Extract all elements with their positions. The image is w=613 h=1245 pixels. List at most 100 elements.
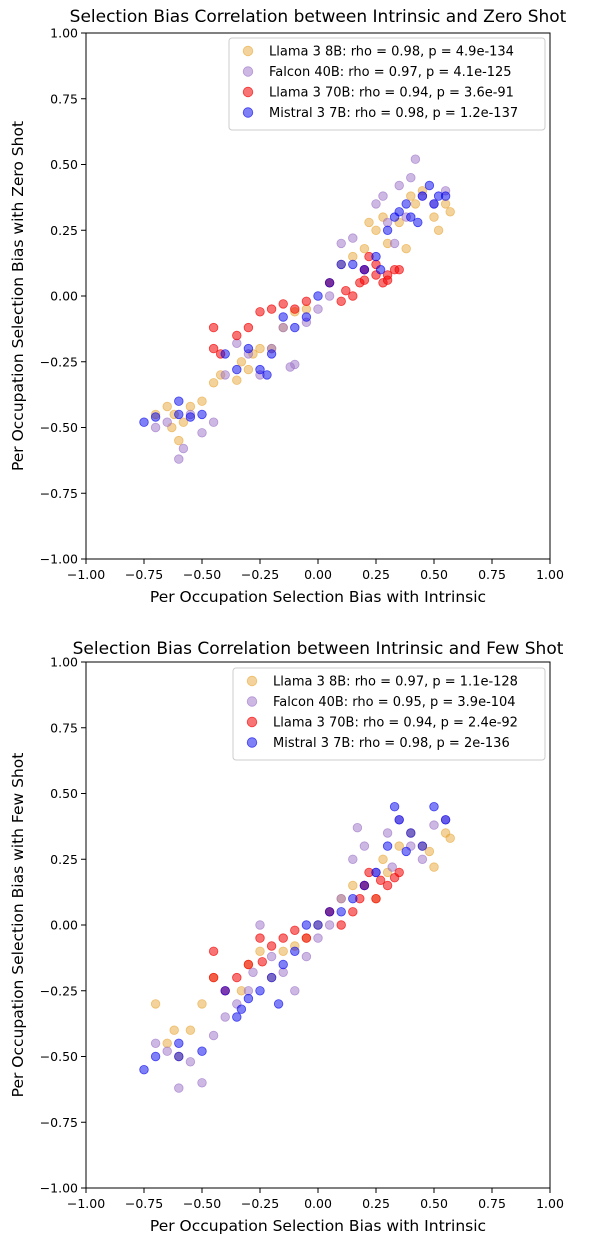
chart-2-point: [162, 1038, 172, 1049]
chart-1-point: [429, 212, 439, 222]
chart-1-point: [440, 199, 451, 209]
chart-1-point: [394, 207, 404, 217]
chart-2-point: [417, 854, 428, 865]
chart-1-legend-label: Llama 3 8B: rho = 0.98, p = 4.9e-134: [269, 45, 514, 60]
chart-2-point: [169, 1025, 179, 1035]
chart-1-series-3: [208, 251, 404, 359]
chart-1-point: [285, 362, 295, 372]
chart-1-ytick-label: −1.00: [40, 552, 78, 567]
chart-2-point: [290, 986, 300, 996]
chart-2-point: [185, 1057, 196, 1067]
chart-2-point: [232, 972, 242, 983]
chart-2-point: [278, 959, 288, 970]
chart-2-point: [220, 1012, 230, 1022]
chart-1-xtick-label: 0.00: [304, 567, 332, 582]
chart-1-ytick-label: 0.50: [50, 157, 78, 172]
chart-2-point: [394, 867, 404, 878]
chart-2-point: [417, 841, 428, 851]
chart-2-xtick-label: 0.25: [362, 1196, 390, 1211]
chart-1-point: [313, 304, 323, 314]
chart-1-point: [185, 401, 196, 412]
chart-2-xtick-label: 0.75: [478, 1196, 506, 1211]
chart-1-point: [348, 233, 358, 243]
chart-1-point: [378, 191, 388, 201]
chart-1-point: [208, 322, 219, 333]
chart-1-point: [174, 409, 184, 420]
chart-1-legend-marker: [242, 45, 254, 57]
chart-1-point: [394, 180, 404, 191]
chart-1-point: [348, 291, 358, 301]
chart-1-point: [364, 217, 374, 228]
chart-1-point: [139, 417, 149, 427]
chart-2-point: [336, 907, 346, 917]
chart-2-point: [248, 967, 258, 978]
chart-1-xtick-label: 1.00: [536, 567, 564, 582]
chart-2-point: [336, 894, 346, 904]
chart-1-ytick-label: 0.75: [50, 91, 78, 106]
chart-1-point: [389, 238, 400, 249]
chart-2-xtick-label: −0.25: [241, 1196, 279, 1211]
chart-1-point: [243, 364, 254, 375]
chart-1-legend-marker: [242, 66, 254, 77]
chart-1-point: [371, 251, 381, 262]
chart-1-ylabel: Per Occupation Selection Bias with Zero …: [9, 121, 27, 471]
chart-2-point: [290, 925, 300, 936]
chart-1-point: [301, 304, 312, 314]
chart-1-ytick-label: 1.00: [50, 26, 78, 41]
chart-2-point: [185, 1025, 196, 1035]
chart-2-ytick-label: −0.25: [40, 983, 78, 998]
chart-2-point: [387, 862, 397, 872]
chart-2-point: [324, 907, 335, 917]
chart-2-point: [197, 1078, 207, 1088]
chart-1-point: [150, 422, 161, 433]
chart-2-ylabel: Per Occupation Selection Bias with Few S…: [9, 753, 27, 1098]
chart-1-point: [410, 199, 421, 209]
chart-1-point: [278, 312, 288, 322]
chart-1-point: [162, 417, 172, 427]
chart-1-legend-marker: [242, 86, 254, 98]
chart-1-point: [406, 172, 416, 183]
chart-2-point: [348, 894, 358, 904]
chart-1-point: [375, 265, 386, 275]
chart-2-xtick-label: −0.50: [183, 1196, 221, 1211]
chart-2-point: [255, 946, 265, 957]
chart-2-point: [301, 933, 312, 943]
chart-1-point: [301, 312, 312, 322]
chart-1-point: [208, 343, 219, 354]
chart-2-point: [429, 802, 439, 812]
chart-1-legend-label: Falcon 40B: rho = 0.97, p = 4.1e-125: [269, 65, 512, 80]
chart-2-point: [401, 846, 411, 857]
chart-2-legend-marker: [246, 675, 258, 687]
chart-1-point: [324, 278, 335, 288]
chart-2-legend-label: Llama 3 70B: rho = 0.94, p = 2.4e-92: [273, 716, 518, 731]
chart-2-point: [255, 933, 265, 943]
chart-2-point: [273, 999, 284, 1009]
chart-1-point: [401, 243, 411, 254]
chart-1-point: [359, 275, 370, 285]
chart-1-point: [243, 322, 254, 333]
chart-2-point: [139, 1064, 149, 1075]
chart-1-point: [290, 322, 300, 333]
chart-2-ytick-label: −0.50: [40, 1049, 78, 1064]
chart-2-point: [301, 951, 312, 962]
chart-1-point: [433, 225, 444, 236]
chart-1-ytick-label: −0.75: [40, 486, 78, 501]
chart-2-series-1: [150, 828, 455, 1062]
chart-1-point: [359, 265, 370, 275]
chart-2-point: [174, 1083, 184, 1093]
chart-1-xtick-label: 0.75: [478, 567, 506, 582]
chart-2-point: [313, 920, 323, 930]
chart-1-point: [243, 343, 254, 354]
chart-1-point: [178, 443, 189, 454]
chart-2-legend-box: [232, 667, 546, 761]
chart-2-point: [278, 946, 288, 957]
chart-2-point: [266, 972, 277, 983]
chart-1-xtick-label: −0.25: [241, 567, 279, 582]
chart-2-ytick-label: 0.50: [50, 786, 78, 801]
chart-2-point: [174, 1051, 184, 1062]
chart-1-point: [232, 338, 242, 349]
chart-2-xtick-label: 0.50: [420, 1196, 448, 1211]
chart-2-point: [352, 823, 363, 833]
chart-1-point: [178, 417, 189, 427]
